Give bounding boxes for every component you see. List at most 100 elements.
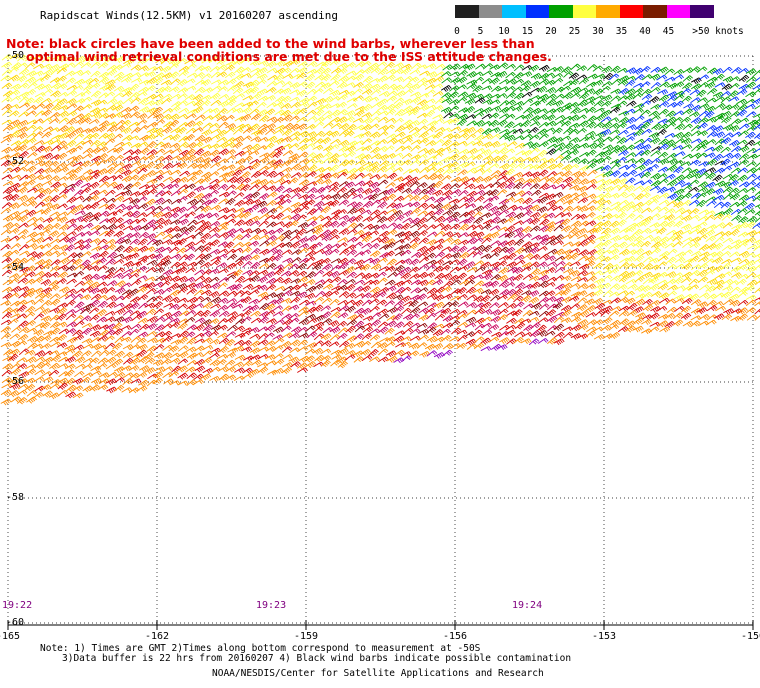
wind-barb [240,177,252,184]
wind-barb [8,292,20,299]
wind-barb [152,371,164,379]
wind-barb [627,283,638,290]
wind-barb [242,155,254,163]
wind-barb [499,163,510,170]
wind-barb [594,114,606,122]
wind-barb [465,92,477,100]
wind-barb [82,343,94,349]
wind-barb [619,262,630,269]
wind-barb [336,209,348,215]
wind-barb [432,329,444,337]
scale-swatch [690,5,714,18]
wind-barb [98,210,110,218]
wind-barb [712,188,724,195]
wind-barb [569,184,580,191]
wind-barb [202,350,213,358]
wind-barb [728,104,740,110]
wind-barb [264,340,276,347]
wind-barb [91,350,102,358]
wind-barb [729,140,740,147]
wind-barb [440,328,451,336]
wind-barb [488,163,500,170]
wind-barb [394,250,406,257]
wind-barb [633,87,644,95]
wind-barb [152,301,164,309]
wind-barb [368,161,380,169]
wind-barb [448,274,460,282]
wind-barb [258,316,269,324]
wind-barb [216,71,228,78]
wind-barb [602,290,613,297]
wind-barb [458,161,470,169]
wind-barb [82,153,93,160]
wind-barb [33,224,45,231]
wind-barb [313,340,324,347]
wind-barb [730,118,742,126]
wind-barb [73,204,84,212]
wind-barb [697,234,708,242]
wind-barb [737,307,748,315]
wind-barb [674,90,685,97]
wind-barb [418,237,429,245]
wind-barb [91,343,103,351]
wind-barb [248,327,260,333]
wind-barb [136,286,148,293]
wind-barb [17,144,28,152]
wind-barb [2,194,14,201]
wind-barb [234,332,246,339]
wind-barb [170,206,181,214]
wind-barb [338,139,350,147]
wind-barb [689,159,701,166]
wind-barb [184,276,196,283]
wind-barb [218,148,229,156]
wind-barb [442,168,454,175]
wind-barb [424,109,436,118]
wind-barb [146,238,158,246]
wind-barb [666,256,677,264]
wind-barb [545,309,557,317]
wind-barb [666,306,678,314]
wind-barb [96,99,108,106]
wind-barb [506,162,517,170]
wind-barb [547,248,559,255]
wind-barb [586,275,598,283]
wind-barb [90,324,101,332]
wind-barb [409,106,421,114]
wind-barb [392,294,404,301]
wind-barb [672,319,684,327]
wind-barb [514,301,525,309]
wind-barb [50,98,62,105]
wind-barb [321,114,333,122]
wind-barb [521,171,533,178]
wind-barb [290,361,301,368]
wind-barb [80,160,92,168]
wind-barb [593,334,605,340]
wind-barb [368,96,380,103]
wind-barb [401,258,413,265]
wind-barb [361,112,373,118]
wind-barb [57,271,69,279]
wind-barb [745,294,757,301]
wind-barb [688,111,700,118]
wind-barb [25,89,37,96]
wind-barb [354,124,365,131]
wind-barb [288,313,300,320]
wind-barb [297,346,309,352]
wind-barb [432,343,444,350]
wind-barb [114,316,125,324]
wind-barb [513,135,525,141]
wind-barb [344,350,356,356]
wind-barb [657,255,669,262]
wind-barb [520,338,532,345]
wind-barb [601,274,613,282]
wind-barb [658,143,669,151]
wind-barb [0,398,12,406]
wind-barb [200,176,212,183]
latitude-label: -54 [6,262,25,273]
wind-barb [489,127,501,133]
wind-barb [513,212,525,220]
wind-barb [257,207,269,214]
wind-barb [497,147,509,155]
wind-barb [411,251,422,258]
wind-barb [161,198,173,205]
